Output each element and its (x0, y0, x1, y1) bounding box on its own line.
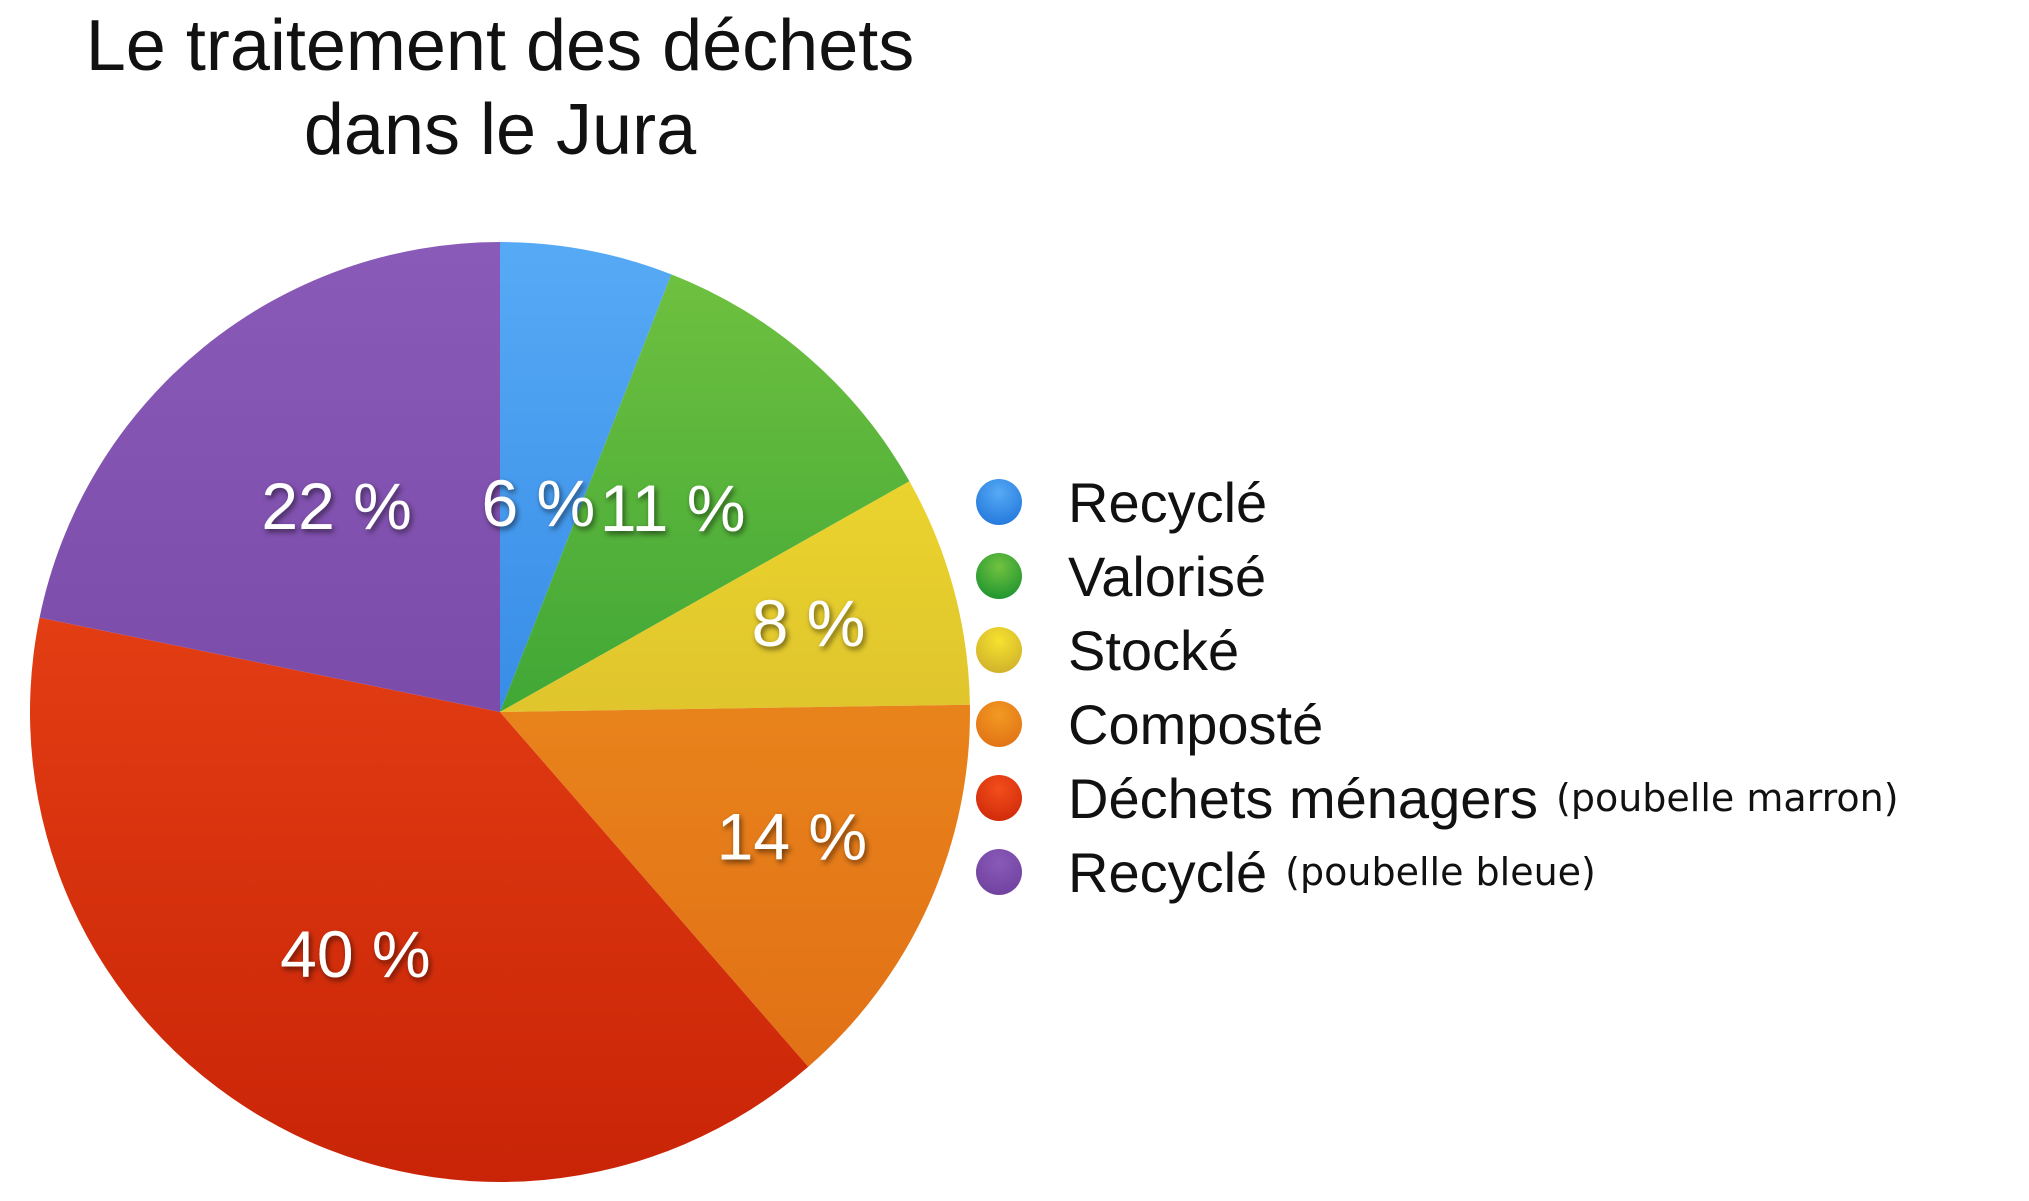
chart-title-line-1: Le traitement des déchets (85, 6, 915, 86)
pie-slice (500, 481, 970, 712)
chart-title: Le traitement des déchets dans le Jura (0, 4, 1000, 172)
pie-slices (29, 241, 970, 1182)
legend-label: Stocké (1068, 618, 1240, 682)
chart-title-line-2: dans le Jura (303, 90, 697, 170)
pie-slice (500, 242, 672, 712)
pie-slice (500, 704, 970, 1067)
pie-value-label: 40 % (280, 917, 430, 991)
legend-item: Stocké (976, 613, 1899, 687)
pie-value-label: 6 % (482, 466, 596, 540)
pie-slice (500, 274, 910, 712)
legend-item: Composté (976, 687, 1899, 761)
legend-note: (poubelle bleue) (1285, 850, 1596, 894)
legend-item: Déchets ménagers (poubelle marron) (976, 761, 1899, 835)
legend-item: Recyclé (976, 465, 1899, 539)
legend-label: Valorisé (1068, 544, 1267, 608)
legend-swatch (976, 479, 1022, 525)
pie-value-label: 8 % (752, 586, 866, 660)
legend-label: Recyclé (1068, 470, 1268, 534)
pie-slice (39, 241, 501, 712)
legend-swatch (976, 775, 1022, 821)
legend-item: Recyclé (poubelle bleue) (976, 835, 1899, 909)
legend-swatch (976, 849, 1022, 895)
legend-label: Déchets ménagers (1068, 766, 1539, 830)
legend: Recyclé Valorisé Stocké Composté Déchets… (976, 465, 1899, 909)
legend-swatch (976, 627, 1022, 673)
legend-item: Valorisé (976, 539, 1899, 613)
pie-value-label: 14 % (717, 800, 867, 874)
pie-value-label: 11 % (600, 471, 746, 545)
legend-label: Composté (1068, 692, 1324, 756)
pie-value-label: 22 % (261, 469, 411, 543)
pie-value-labels: 6 % 11 %8 % 14 % 40 % 22 % (261, 466, 867, 991)
legend-label: Recyclé (1068, 840, 1268, 904)
legend-swatch (976, 553, 1022, 599)
legend-swatch (976, 701, 1022, 747)
legend-note: (poubelle marron) (1556, 776, 1899, 820)
pie-slice (29, 617, 809, 1182)
